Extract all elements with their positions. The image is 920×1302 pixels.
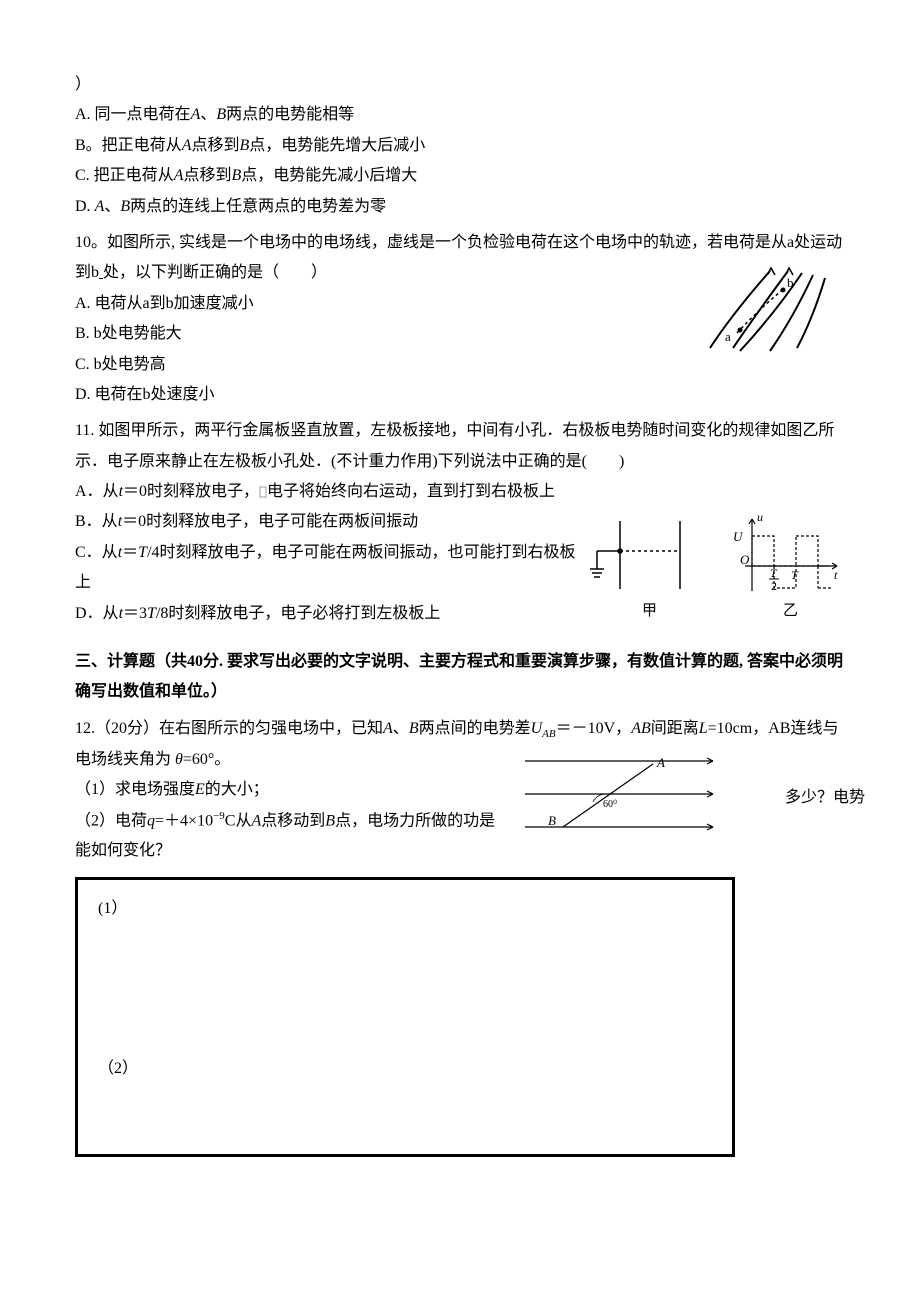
q9-paren: ） bbox=[75, 70, 845, 100]
svg-text:t: t bbox=[834, 568, 838, 582]
q10-figure: a b bbox=[685, 263, 845, 353]
q9-optD: D. A、B两点的连线上任意两点的电势差为零 bbox=[75, 192, 845, 222]
svg-text:2: 2 bbox=[771, 579, 777, 593]
svg-text:60⁰: 60⁰ bbox=[603, 799, 617, 810]
answer-1: (1） bbox=[98, 894, 712, 924]
q11-optB: B．从t＝0时刻释放电子，电子可能在两板间振动 bbox=[75, 507, 585, 537]
answer-2: （2） bbox=[98, 1054, 712, 1084]
q12-sub2: （2）电荷q=＋4×10−9C从A点移动到B点，电场力所做的功是 bbox=[75, 806, 585, 837]
svg-text:T: T bbox=[770, 566, 778, 580]
svg-text:A: A bbox=[656, 755, 665, 770]
answer-box: (1） （2） bbox=[75, 877, 735, 1157]
q10-optA: A. 电荷从a到b加速度减小 bbox=[75, 289, 575, 319]
q10-optD: D. 电荷在b处速度小 bbox=[75, 380, 575, 410]
svg-text:u: u bbox=[757, 511, 763, 524]
q12-sub3: 能如何变化？ bbox=[75, 836, 585, 866]
q9-optA: A. 同一点电荷在A、B两点的电势能相等 bbox=[75, 100, 845, 130]
svg-text:U: U bbox=[733, 529, 744, 544]
q11-optC: C．从t＝T/4时刻释放电子，电子可能在两板间振动，也可能打到右极板上 bbox=[75, 538, 585, 599]
q11-optA: A．从t＝0时刻释放电子，电子将始终向右运动，直到打到右极板上 bbox=[75, 477, 585, 507]
svg-text:a: a bbox=[725, 329, 731, 344]
q12-tail-text: 多少？电势 bbox=[785, 783, 865, 813]
svg-text:T: T bbox=[791, 568, 799, 582]
q11-stem: 11. 如图甲所示，两平行金属板竖直放置，左极板接地，中间有小孔．右极板电势随时… bbox=[75, 416, 845, 477]
q10-optB: B. b处电势能大 bbox=[75, 319, 575, 349]
svg-text:B: B bbox=[548, 813, 556, 828]
q12-sub1: （1）求电场强度E的大小； bbox=[75, 775, 585, 805]
svg-text:b: b bbox=[787, 275, 794, 290]
svg-text:O: O bbox=[740, 552, 750, 567]
q10-block: a b 10。如图所示, 实线是一个电场中的电场线，虚线是一个负检验电荷在这个电… bbox=[75, 228, 845, 410]
svg-text:乙: 乙 bbox=[783, 603, 798, 619]
q11-block: 甲 U u O t T bbox=[75, 416, 845, 629]
q9-optC: C. 把正电荷从A点移到B点，电势能先减小后增大 bbox=[75, 161, 845, 191]
q12-block: A B 60⁰ 多少？电势 12.（20分）在右图所示的匀强电场中，已知A、B两… bbox=[75, 714, 845, 867]
q10-optC: C. b处电势高 bbox=[75, 350, 575, 380]
q12-figure: A B 60⁰ bbox=[515, 749, 745, 849]
svg-text:甲: 甲 bbox=[642, 603, 657, 619]
q11-figure: 甲 U u O t T bbox=[585, 511, 845, 626]
section3-title: 三、计算题（共40分. 要求写出必要的文字说明、主要方程式和重要演算步骤，有数值… bbox=[75, 647, 845, 708]
q9-optB: B。把正电荷从A点移到B点，电势能先增大后减小 bbox=[75, 131, 845, 161]
document-body: ） A. 同一点电荷在A、B两点的电势能相等 B。把正电荷从A点移到B点，电势能… bbox=[75, 70, 845, 1157]
